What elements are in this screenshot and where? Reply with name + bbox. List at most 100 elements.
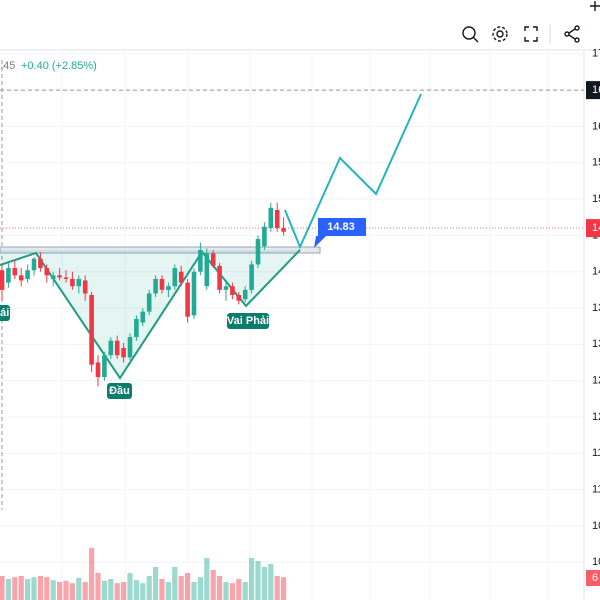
candle-body xyxy=(217,265,222,290)
volume-bar xyxy=(204,558,210,600)
volume-bar xyxy=(236,579,242,600)
pattern-line xyxy=(0,249,301,380)
volume-bar xyxy=(217,576,223,600)
y-tick-label: 14 xyxy=(592,266,600,278)
candle-body xyxy=(172,268,178,287)
candle-body xyxy=(89,294,94,365)
grid xyxy=(0,53,584,563)
candle-body xyxy=(38,258,43,269)
candle-body xyxy=(262,226,267,247)
candle-body xyxy=(236,294,242,301)
y-tick-label: 13 xyxy=(592,338,600,350)
candle-body xyxy=(114,340,120,356)
price-line-label: 16.5 xyxy=(592,84,600,96)
volume-bar xyxy=(133,580,139,600)
volume-bar xyxy=(18,576,24,600)
volume-bar xyxy=(108,579,114,600)
volume-bar xyxy=(229,583,235,600)
candle-body xyxy=(108,340,114,356)
candle-body xyxy=(249,264,254,290)
plot xyxy=(0,202,287,600)
volume-bar xyxy=(274,576,280,600)
volume-bar xyxy=(69,583,75,600)
toolbar-icons xyxy=(462,1,600,43)
volume-bar xyxy=(210,570,216,600)
candle-body xyxy=(50,275,56,279)
volume-label: 6 xyxy=(592,572,598,584)
settings-icon[interactable] xyxy=(492,26,508,42)
candle-body xyxy=(31,258,37,271)
zoom-icon[interactable] xyxy=(462,26,479,43)
candle-body xyxy=(18,275,24,281)
vertical-grid xyxy=(61,50,549,600)
volume-bar xyxy=(146,576,152,600)
add-icon[interactable] xyxy=(590,1,600,11)
last-price-label: 14.6 xyxy=(592,222,600,234)
candle-body xyxy=(82,280,88,294)
last-price-box xyxy=(586,219,600,238)
candle-body xyxy=(121,347,126,358)
volume-bar xyxy=(31,577,37,600)
left-shoulder-label: Vai Trái xyxy=(0,307,9,319)
candle-body xyxy=(230,286,235,295)
candle-body xyxy=(12,268,18,276)
volume-bar xyxy=(63,580,69,600)
volume-bar xyxy=(25,579,31,600)
candle-body xyxy=(63,277,69,279)
price-line-box xyxy=(586,81,600,100)
candle-body xyxy=(95,362,101,378)
legend-change: +0.40 (+2.85%) xyxy=(21,60,97,72)
volume-bar xyxy=(82,582,88,600)
volume-bar xyxy=(121,582,127,600)
candle-body xyxy=(178,271,184,283)
volume-bar xyxy=(101,580,107,600)
candle-body xyxy=(6,268,11,283)
candle-body xyxy=(204,253,210,287)
candle-body xyxy=(223,286,229,290)
volume-bar xyxy=(242,582,248,600)
candle-body xyxy=(140,311,146,323)
volume-bar xyxy=(76,577,82,600)
candle-body xyxy=(102,355,107,378)
volume-bar xyxy=(12,577,18,600)
candle-body xyxy=(255,239,261,265)
volume-bar xyxy=(249,558,255,600)
candle-body xyxy=(127,337,133,358)
toolbar xyxy=(0,0,600,50)
right-shoulder-label: Vai Phải xyxy=(227,315,269,327)
y-tick-label: 12 xyxy=(592,411,600,423)
y-tick-label: 10.5 xyxy=(592,520,600,532)
candle-body xyxy=(281,228,286,232)
y-tick-label: 17 xyxy=(592,48,600,60)
volume-bar xyxy=(89,547,95,600)
neckline-zone xyxy=(0,246,321,254)
candle-body xyxy=(0,270,5,290)
y-tick-label: 15.5 xyxy=(592,157,600,169)
volume-bar xyxy=(268,564,274,600)
pattern-fill xyxy=(0,250,300,378)
volume-bar xyxy=(0,576,5,600)
label-box xyxy=(107,383,132,399)
volume-bar xyxy=(172,567,178,600)
share-icon[interactable] xyxy=(564,25,580,43)
volume-bar xyxy=(185,573,191,600)
volume-bar xyxy=(140,583,146,600)
volume-bar xyxy=(178,576,184,600)
projection-line xyxy=(284,93,422,250)
volume-bar xyxy=(159,579,165,600)
candle-body xyxy=(198,249,203,272)
y-tick-label: 16 xyxy=(592,120,600,132)
target-label: 14.83 xyxy=(327,221,355,233)
y-tick-label: 15 xyxy=(592,193,600,205)
candle-body xyxy=(57,275,62,278)
y-tick-label: 10 xyxy=(592,556,600,568)
volume-bar xyxy=(37,576,43,600)
fullscreen-icon[interactable] xyxy=(524,26,538,42)
volume-bar xyxy=(153,567,159,600)
head-label: Đầu xyxy=(109,385,130,397)
candle-body xyxy=(25,270,30,279)
candle-body xyxy=(166,286,171,290)
candle-body xyxy=(146,293,152,312)
y-tick-label: 11 xyxy=(592,484,600,496)
